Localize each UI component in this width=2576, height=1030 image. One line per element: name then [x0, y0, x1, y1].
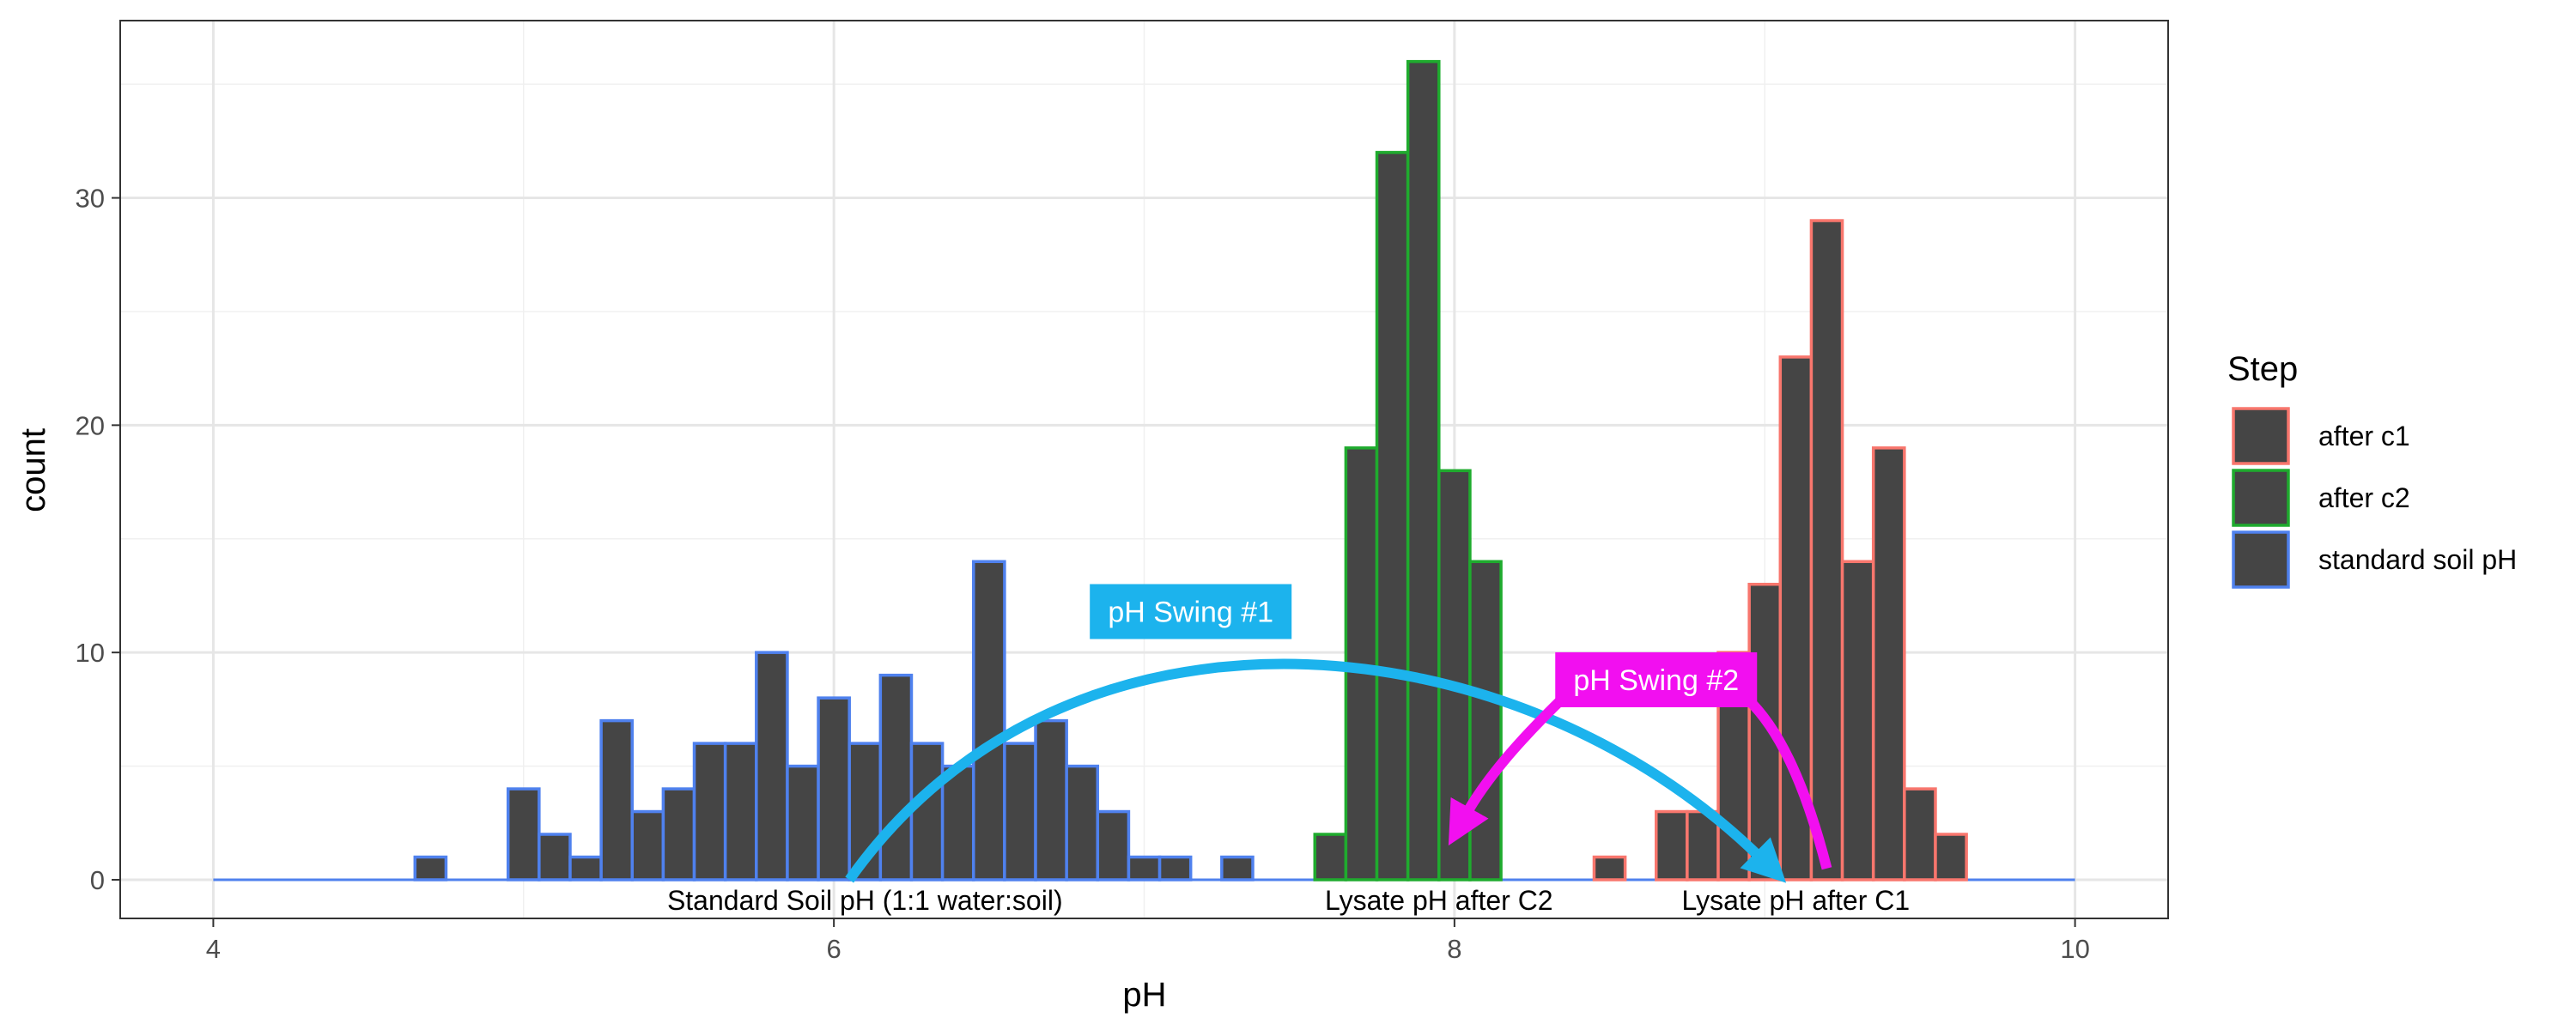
histogram-bar — [972, 560, 1006, 882]
legend-title: Step — [2227, 350, 2298, 388]
annotation-label: Lysate pH after C1 — [1682, 885, 1911, 916]
histogram-bar — [817, 696, 851, 882]
histogram-bar — [1406, 59, 1441, 882]
histogram-bar — [1096, 809, 1131, 882]
x-tick-label: 4 — [206, 934, 221, 964]
plot-border — [119, 20, 2169, 919]
ph-swing-label: pH Swing #2 — [1573, 664, 1739, 697]
histogram-bar — [1375, 150, 1410, 882]
legend-key — [2232, 469, 2290, 527]
histogram-bar — [1034, 718, 1068, 882]
histogram-bar — [909, 742, 945, 882]
x-tick-label: 8 — [1447, 934, 1461, 964]
annotations: Standard Soil pH (1:1 water:soil) Lysate … — [667, 885, 1910, 916]
histogram-bar — [1468, 560, 1503, 882]
ph-swing-arrows: pH Swing #1 pH Swing #2 — [845, 584, 1832, 883]
histogram-bar — [413, 855, 448, 882]
histogram-bar — [1065, 764, 1100, 882]
histogram-bar — [599, 718, 635, 882]
histogram-bar — [723, 742, 758, 882]
y-tick-label: 20 — [76, 410, 105, 440]
y-tick-label: 10 — [76, 638, 105, 668]
histogram-bar — [1840, 560, 1875, 882]
histogram-bar — [1934, 833, 1968, 882]
x-axis-ticks: 4 6 8 10 — [206, 918, 2090, 964]
y-tick-label: 0 — [90, 865, 105, 895]
x-tick-label: 6 — [827, 934, 841, 964]
y-tick-label: 30 — [76, 184, 105, 214]
histogram-bar — [1592, 855, 1627, 882]
ph-swing-label: pH Swing #1 — [1108, 597, 1273, 629]
x-axis-title: pH — [1122, 976, 1166, 1014]
legend-label: after c2 — [2318, 482, 2410, 513]
x-tick-label: 10 — [2060, 934, 2089, 964]
histogram-bar — [848, 742, 883, 882]
histogram-bar — [1003, 742, 1037, 882]
y-axis-title: count — [15, 428, 52, 512]
histogram-bar — [940, 764, 975, 882]
histogram-bar — [692, 742, 727, 882]
ph-swing-label-box — [1090, 584, 1292, 639]
legend-label: after c1 — [2318, 421, 2410, 451]
legend: Step after c1 after c2 standard soil pH — [2227, 350, 2517, 589]
legend-key — [2232, 530, 2290, 589]
ph-swing-label-box — [1555, 651, 1758, 707]
legend-key — [2232, 407, 2290, 465]
histogram-bar — [1871, 446, 1906, 882]
histogram-bars — [413, 59, 1968, 882]
y-axis-ticks: 0 10 20 30 — [76, 184, 120, 895]
histogram-bar — [568, 855, 603, 882]
histogram-bar — [755, 651, 789, 882]
histogram-bar — [538, 833, 572, 882]
legend-label: standard soil pH — [2318, 544, 2517, 575]
ph-swing-2-arrow — [1448, 694, 1567, 846]
ph-swing-1-arrow — [845, 658, 1787, 883]
histogram-bar — [1809, 219, 1844, 882]
histogram-bar — [1220, 855, 1255, 882]
histogram-bar — [1157, 855, 1193, 882]
histogram-bar — [1686, 809, 1720, 882]
histogram-bar — [1127, 855, 1162, 882]
histogram-bar — [786, 764, 820, 882]
histogram-bar — [506, 787, 541, 882]
annotation-label: Lysate pH after C2 — [1325, 885, 1553, 916]
histogram-bar — [661, 787, 696, 882]
histogram-bar — [630, 809, 665, 882]
annotation-label: Standard Soil pH (1:1 water:soil) — [667, 885, 1063, 916]
histogram-bar — [1655, 809, 1689, 882]
histogram-bar — [878, 673, 914, 882]
histogram-bar — [1313, 833, 1348, 882]
histogram-bar — [1903, 787, 1937, 882]
histogram-bar — [1437, 469, 1472, 882]
